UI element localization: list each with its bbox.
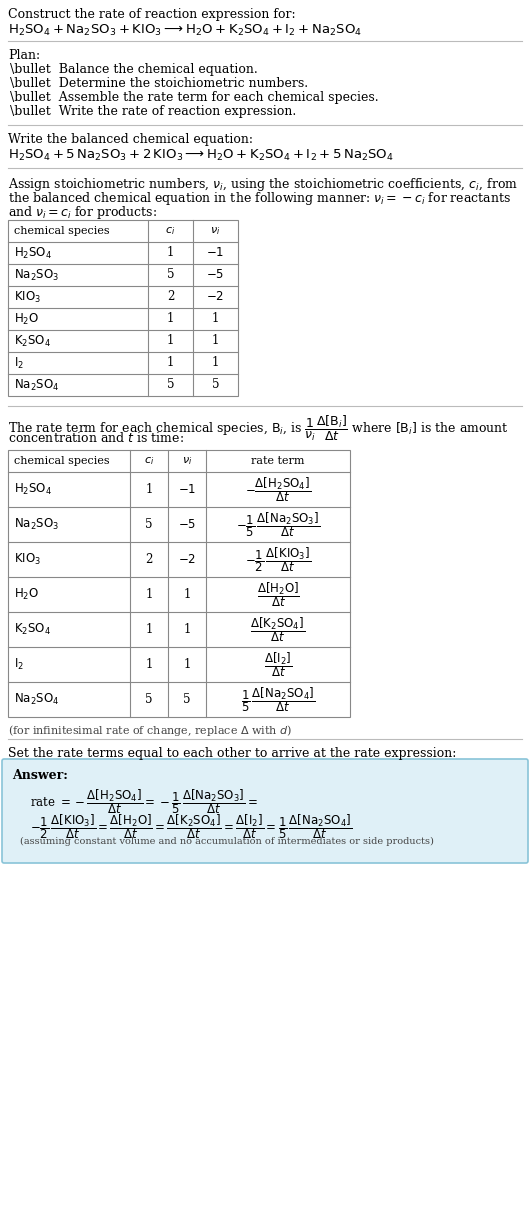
Text: 1: 1 <box>167 313 174 325</box>
Text: 1: 1 <box>145 588 153 602</box>
Text: 1: 1 <box>167 335 174 348</box>
Text: 1: 1 <box>212 313 219 325</box>
Text: 5: 5 <box>167 268 174 281</box>
Text: rate $= -\dfrac{\Delta[\mathrm{H_2SO_4}]}{\Delta t} = -\dfrac{1}{5}\,\dfrac{\Del: rate $= -\dfrac{\Delta[\mathrm{H_2SO_4}]… <box>30 786 258 815</box>
Text: $-1$: $-1$ <box>206 246 225 260</box>
Text: 1: 1 <box>145 623 153 635</box>
Text: (for infinitesimal rate of change, replace $\Delta$ with $d$): (for infinitesimal rate of change, repla… <box>8 724 292 738</box>
Text: $\dfrac{\Delta[\mathrm{H_2O}]}{\Delta t}$: $\dfrac{\Delta[\mathrm{H_2O}]}{\Delta t}… <box>257 580 299 609</box>
Text: $\mathrm{H_2SO_4 + Na_2SO_3 + KIO_3 \longrightarrow H_2O + K_2SO_4 + I_2 + Na_2S: $\mathrm{H_2SO_4 + Na_2SO_3 + KIO_3 \lon… <box>8 23 362 39</box>
Text: $-2$: $-2$ <box>206 290 225 303</box>
Text: $\mathrm{H_2SO_4}$: $\mathrm{H_2SO_4}$ <box>14 245 52 261</box>
Text: $-\dfrac{1}{2}\,\dfrac{\Delta[\mathrm{KIO_3}]}{\Delta t} = \dfrac{\Delta[\mathrm: $-\dfrac{1}{2}\,\dfrac{\Delta[\mathrm{KI… <box>30 812 352 841</box>
Text: Construct the rate of reaction expression for:: Construct the rate of reaction expressio… <box>8 8 296 21</box>
Text: \bullet  Assemble the rate term for each chemical species.: \bullet Assemble the rate term for each … <box>10 91 378 104</box>
Text: $\mathrm{K_2SO_4}$: $\mathrm{K_2SO_4}$ <box>14 333 51 349</box>
Text: $\mathrm{Na_2SO_4}$: $\mathrm{Na_2SO_4}$ <box>14 692 59 707</box>
Text: \bullet  Balance the chemical equation.: \bullet Balance the chemical equation. <box>10 63 258 76</box>
Text: $\dfrac{\Delta[\mathrm{K_2SO_4}]}{\Delta t}$: $\dfrac{\Delta[\mathrm{K_2SO_4}]}{\Delta… <box>251 615 305 644</box>
Text: $\mathrm{KIO_3}$: $\mathrm{KIO_3}$ <box>14 290 41 304</box>
Text: $\mathrm{K_2SO_4}$: $\mathrm{K_2SO_4}$ <box>14 622 51 637</box>
Text: $-\dfrac{1}{2}\,\dfrac{\Delta[\mathrm{KIO_3}]}{\Delta t}$: $-\dfrac{1}{2}\,\dfrac{\Delta[\mathrm{KI… <box>245 545 311 574</box>
Text: $-2$: $-2$ <box>178 553 196 567</box>
Text: Plan:: Plan: <box>8 50 40 62</box>
Text: $-\dfrac{\Delta[\mathrm{H_2SO_4}]}{\Delta t}$: $-\dfrac{\Delta[\mathrm{H_2SO_4}]}{\Delt… <box>245 475 311 504</box>
Bar <box>8 451 350 718</box>
Text: 5: 5 <box>145 693 153 705</box>
Text: concentration and $t$ is time:: concentration and $t$ is time: <box>8 431 184 445</box>
Text: $\dfrac{1}{5}\,\dfrac{\Delta[\mathrm{Na_2SO_4}]}{\Delta t}$: $\dfrac{1}{5}\,\dfrac{\Delta[\mathrm{Na_… <box>241 685 315 714</box>
Text: Set the rate terms equal to each other to arrive at the rate expression:: Set the rate terms equal to each other t… <box>8 747 456 760</box>
Text: $\mathrm{I_2}$: $\mathrm{I_2}$ <box>14 657 24 672</box>
Text: The rate term for each chemical species, $\mathrm{B}_i$, is $\dfrac{1}{\nu_i}\df: The rate term for each chemical species,… <box>8 414 509 443</box>
Text: 1: 1 <box>145 483 153 496</box>
Text: $\mathrm{Na_2SO_3}$: $\mathrm{Na_2SO_3}$ <box>14 267 59 283</box>
Text: 1: 1 <box>145 658 153 670</box>
Text: \bullet  Write the rate of reaction expression.: \bullet Write the rate of reaction expre… <box>10 105 296 118</box>
Text: 1: 1 <box>212 356 219 370</box>
Text: \bullet  Determine the stoichiometric numbers.: \bullet Determine the stoichiometric num… <box>10 77 308 91</box>
Text: $-5$: $-5$ <box>206 268 225 281</box>
Text: $\mathrm{I_2}$: $\mathrm{I_2}$ <box>14 355 24 371</box>
Text: 5: 5 <box>145 518 153 532</box>
Text: 2: 2 <box>145 553 153 567</box>
Text: $\mathrm{H_2SO_4}$: $\mathrm{H_2SO_4}$ <box>14 482 52 496</box>
Text: Assign stoichiometric numbers, $\nu_i$, using the stoichiometric coefficients, $: Assign stoichiometric numbers, $\nu_i$, … <box>8 176 518 193</box>
Text: 1: 1 <box>167 356 174 370</box>
Text: $-\dfrac{1}{5}\,\dfrac{\Delta[\mathrm{Na_2SO_3}]}{\Delta t}$: $-\dfrac{1}{5}\,\dfrac{\Delta[\mathrm{Na… <box>236 510 320 539</box>
Text: 5: 5 <box>212 378 219 391</box>
Text: $\mathrm{H_2SO_4 + 5\,Na_2SO_3 + 2\,KIO_3 \longrightarrow H_2O + K_2SO_4 + I_2 +: $\mathrm{H_2SO_4 + 5\,Na_2SO_3 + 2\,KIO_… <box>8 149 394 163</box>
Text: $\dfrac{\Delta[\mathrm{I_2}]}{\Delta t}$: $\dfrac{\Delta[\mathrm{I_2}]}{\Delta t}$ <box>264 650 292 679</box>
Text: $c_i$: $c_i$ <box>144 455 154 467</box>
FancyBboxPatch shape <box>2 759 528 863</box>
Text: 5: 5 <box>183 693 191 705</box>
Text: 2: 2 <box>167 290 174 303</box>
Text: $-1$: $-1$ <box>178 483 196 496</box>
Text: 1: 1 <box>183 588 191 602</box>
Text: rate term: rate term <box>251 455 305 466</box>
Text: $\mathrm{Na_2SO_3}$: $\mathrm{Na_2SO_3}$ <box>14 517 59 532</box>
Text: $\nu_i$: $\nu_i$ <box>182 455 192 467</box>
Text: $\mathrm{H_2O}$: $\mathrm{H_2O}$ <box>14 312 39 326</box>
Text: Write the balanced chemical equation:: Write the balanced chemical equation: <box>8 133 253 146</box>
Text: 1: 1 <box>167 246 174 260</box>
Text: 1: 1 <box>183 623 191 635</box>
Text: chemical species: chemical species <box>14 226 110 236</box>
Bar <box>8 220 238 396</box>
Text: 1: 1 <box>212 335 219 348</box>
Text: Answer:: Answer: <box>12 769 68 782</box>
Text: the balanced chemical equation in the following manner: $\nu_i = -c_i$ for react: the balanced chemical equation in the fo… <box>8 190 511 207</box>
Text: 5: 5 <box>167 378 174 391</box>
Text: chemical species: chemical species <box>14 455 110 466</box>
Text: $\mathrm{KIO_3}$: $\mathrm{KIO_3}$ <box>14 552 41 567</box>
Text: $-5$: $-5$ <box>178 518 196 532</box>
Text: 1: 1 <box>183 658 191 670</box>
Text: and $\nu_i = c_i$ for products:: and $\nu_i = c_i$ for products: <box>8 204 157 221</box>
Text: (assuming constant volume and no accumulation of intermediates or side products): (assuming constant volume and no accumul… <box>20 837 434 846</box>
Text: $c_i$: $c_i$ <box>165 225 175 237</box>
Text: $\mathrm{H_2O}$: $\mathrm{H_2O}$ <box>14 587 39 602</box>
Text: $\mathrm{Na_2SO_4}$: $\mathrm{Na_2SO_4}$ <box>14 377 59 393</box>
Text: $\nu_i$: $\nu_i$ <box>210 225 220 237</box>
